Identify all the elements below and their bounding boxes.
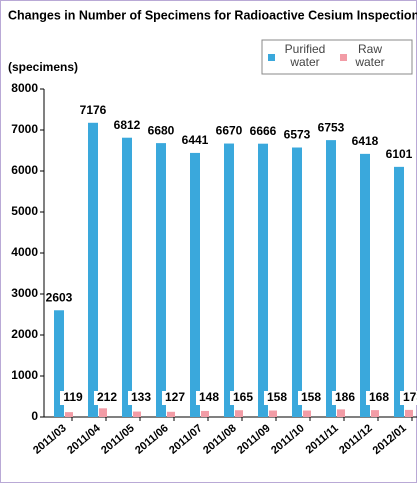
bar xyxy=(65,412,73,417)
bar xyxy=(99,408,107,417)
x-tick-label: 2011/03 xyxy=(31,422,69,456)
data-label: 148 xyxy=(199,390,219,404)
bar xyxy=(371,410,379,417)
data-label: 6753 xyxy=(318,120,345,134)
x-tick-label: 2011/09 xyxy=(235,422,273,456)
label-bg xyxy=(94,391,120,405)
x-tick-label: 2011/07 xyxy=(167,422,205,456)
bar xyxy=(337,409,345,417)
y-tick-label: 6000 xyxy=(11,163,38,177)
data-label: 158 xyxy=(301,390,321,404)
data-label: 6101 xyxy=(386,147,413,161)
bar xyxy=(394,166,404,417)
y-tick-label: 0 xyxy=(31,409,38,423)
legend-label: Purified water xyxy=(284,42,326,69)
bar xyxy=(190,152,200,417)
y-tick-label: 7000 xyxy=(11,122,38,136)
data-label: 6418 xyxy=(352,134,379,148)
y-tick-label: 1000 xyxy=(11,368,38,382)
data-label: 6441 xyxy=(182,133,209,147)
x-tick-label: 2011/08 xyxy=(201,422,239,456)
data-label: 119 xyxy=(63,390,83,404)
bar xyxy=(88,122,98,417)
legend-swatch xyxy=(268,54,275,61)
data-label: 6670 xyxy=(216,124,243,138)
label-bg xyxy=(230,391,256,405)
bar xyxy=(201,410,209,417)
y-axis-label: (specimens) xyxy=(8,60,78,74)
bar xyxy=(303,410,311,417)
x-tick-label: 2012/01 xyxy=(371,422,409,457)
bar xyxy=(258,143,268,417)
data-label: 168 xyxy=(369,390,389,404)
label-bg xyxy=(366,391,392,405)
data-label: 186 xyxy=(335,390,355,404)
data-label: 6680 xyxy=(148,123,175,137)
label-bg xyxy=(60,391,86,405)
data-label: 2603 xyxy=(46,290,73,304)
y-tick-label: 3000 xyxy=(11,286,38,300)
label-bg xyxy=(196,391,222,405)
label-bg xyxy=(400,391,417,405)
bar xyxy=(326,140,336,417)
label-bg xyxy=(264,391,290,405)
bar xyxy=(133,411,141,417)
bar xyxy=(269,410,277,417)
label-bg xyxy=(128,391,154,405)
y-tick-label: 4000 xyxy=(11,245,38,259)
bar xyxy=(405,409,413,417)
x-tick-label: 2011/06 xyxy=(133,422,171,456)
y-tick-label: 5000 xyxy=(11,204,38,218)
legend-label: Raw water xyxy=(355,42,385,69)
y-tick-label: 2000 xyxy=(11,327,38,341)
data-label: 7176 xyxy=(80,103,107,117)
data-label: 212 xyxy=(97,390,117,404)
label-bg xyxy=(162,391,188,405)
bar xyxy=(167,411,175,417)
x-tick-label: 2011/10 xyxy=(269,422,307,456)
bar xyxy=(224,143,234,417)
legend-swatch xyxy=(340,54,347,61)
bar xyxy=(156,143,166,417)
data-label: 165 xyxy=(233,390,253,404)
bar xyxy=(360,153,370,417)
y-tick-label: 8000 xyxy=(11,81,38,95)
x-tick-label: 2011/04 xyxy=(65,422,103,457)
data-label: 133 xyxy=(131,390,151,404)
data-label: 173 xyxy=(403,390,417,404)
bar xyxy=(122,137,132,417)
data-label: 6812 xyxy=(114,118,141,132)
data-label: 127 xyxy=(165,390,185,404)
x-tick-label: 2011/11 xyxy=(304,422,341,456)
legend-box xyxy=(261,39,413,75)
bar xyxy=(292,147,302,417)
bar xyxy=(54,310,64,417)
chart-title: Changes in Number of Specimens for Radio… xyxy=(8,8,417,22)
data-label: 6573 xyxy=(284,128,311,142)
x-tick-label: 2011/05 xyxy=(99,422,137,456)
label-bg xyxy=(332,391,358,405)
data-label: 6666 xyxy=(250,124,277,138)
x-tick-label: 2011/12 xyxy=(337,422,375,456)
bar xyxy=(235,410,243,417)
label-bg xyxy=(298,391,324,405)
data-label: 158 xyxy=(267,390,287,404)
